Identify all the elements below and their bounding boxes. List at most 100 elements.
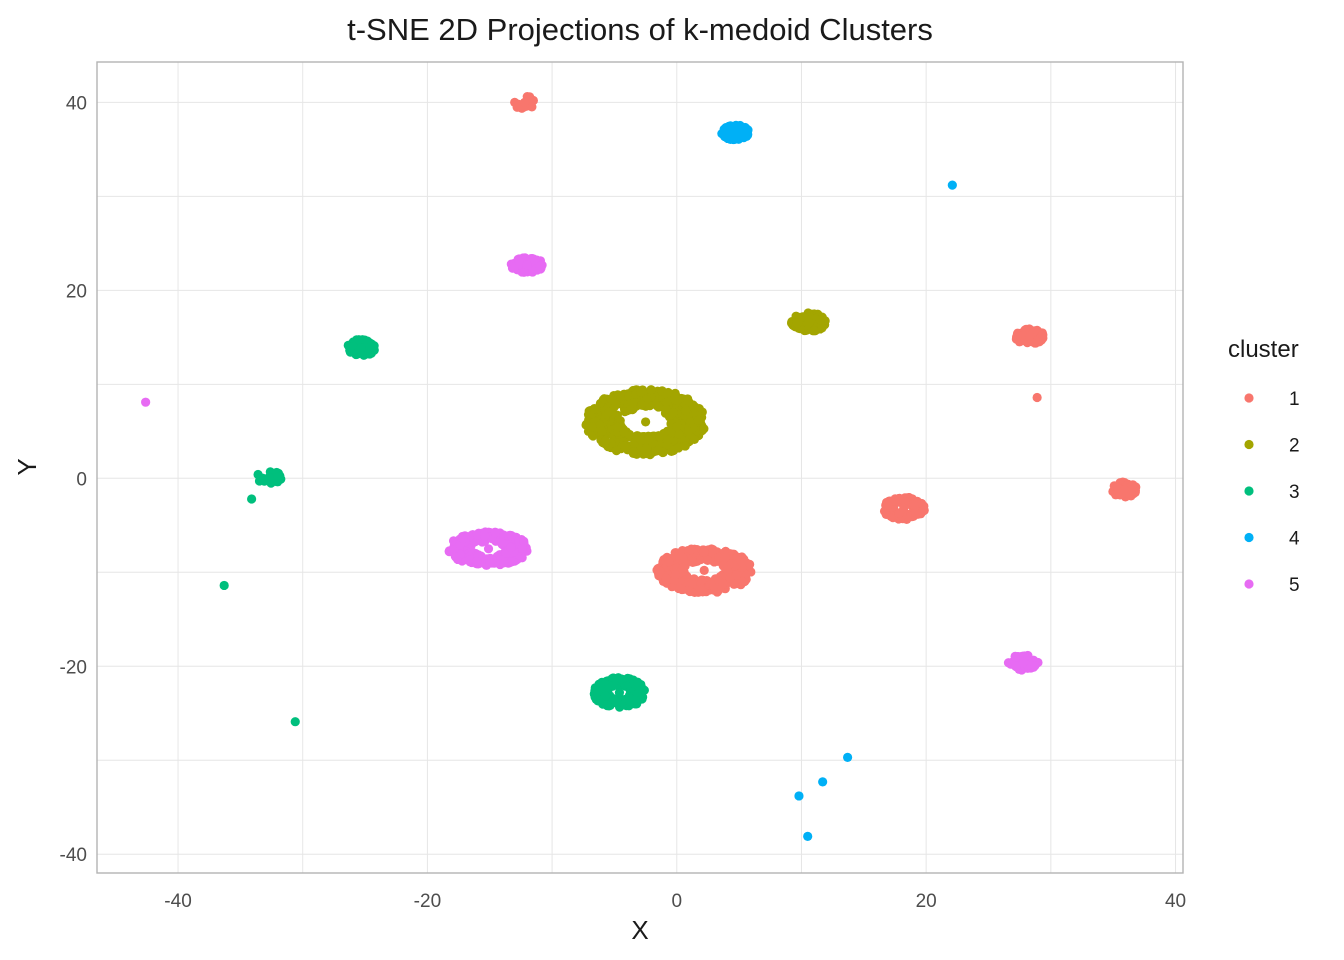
data-point-series-1 (1032, 392, 1042, 403)
legend-label-1: 1 (1289, 389, 1300, 410)
cluster-point-series-1 (677, 563, 688, 573)
cluster-point-series-2 (809, 325, 820, 336)
cluster-point-series-3 (601, 691, 611, 701)
cluster-point-series-2 (587, 421, 597, 432)
x-tick-label: 40 (1165, 891, 1186, 912)
cluster-point-series-5 (464, 555, 474, 565)
cluster-point-series-5 (519, 536, 529, 546)
cluster-point-series-5 (534, 261, 545, 271)
legend-key-1 (1244, 393, 1254, 403)
cluster-point-series-2 (670, 392, 680, 402)
cluster-point-series-2 (606, 394, 616, 404)
y-tick-label: 20 (66, 281, 87, 302)
legend-label-4: 4 (1289, 529, 1300, 550)
cluster-point-series-2 (635, 387, 646, 397)
y-tick-label: -20 (60, 657, 87, 678)
cluster-point-series-1 (729, 579, 739, 589)
cluster-point-series-3 (616, 674, 626, 684)
y-tick-label: 40 (66, 93, 87, 114)
data-point-series-5 (483, 544, 494, 554)
data-point-series-3 (290, 717, 300, 727)
cluster-point-series-3 (346, 342, 356, 352)
cluster-point-series-3 (256, 473, 267, 483)
cluster-point-series-2 (662, 435, 672, 446)
cluster-point-series-2 (620, 407, 630, 417)
cluster-point-series-1 (883, 500, 893, 510)
cluster-point-series-2 (797, 312, 808, 322)
cluster-point-series-1 (699, 547, 709, 557)
cluster-point-series-1 (737, 576, 747, 586)
cluster-point-series-2 (642, 443, 652, 453)
data-point-series-1 (1119, 484, 1129, 495)
cluster-point-series-1 (703, 555, 713, 566)
x-tick-label: 20 (916, 891, 937, 912)
cluster-point-series-2 (815, 315, 825, 325)
cluster-point-series-2 (653, 445, 663, 456)
cluster-point-series-1 (687, 578, 697, 588)
cluster-point-series-5 (1011, 652, 1021, 662)
data-point-series-2 (804, 317, 814, 327)
cluster-point-series-2 (604, 407, 614, 417)
cluster-point-series-2 (628, 398, 638, 408)
cluster-point-series-2 (689, 403, 699, 413)
cluster-point-series-2 (672, 422, 682, 432)
cluster-point-series-2 (628, 447, 638, 457)
x-tick-label: -20 (414, 891, 441, 912)
cluster-point-series-2 (663, 387, 673, 398)
cluster-point-series-2 (817, 323, 827, 333)
data-point-series-3 (264, 472, 274, 482)
data-point-series-4 (947, 180, 957, 190)
cluster-point-series-2 (683, 396, 693, 406)
cluster-point-series-5 (529, 255, 539, 265)
cluster-point-series-1 (697, 575, 707, 585)
cluster-point-series-1 (732, 552, 743, 562)
legend-items: 1 2 3 4 5 (1244, 389, 1300, 596)
cluster-point-series-5 (497, 538, 507, 548)
legend-label-2: 2 (1289, 436, 1300, 457)
cluster-point-series-1 (655, 566, 665, 577)
cluster-point-series-1 (919, 505, 929, 516)
cluster-point-series-1 (1037, 330, 1048, 340)
cluster-point-series-4 (720, 130, 730, 140)
grid-lines (97, 62, 1183, 873)
data-point-series-5 (522, 260, 532, 270)
cluster-point-series-3 (273, 472, 283, 482)
cluster-point-series-3 (354, 335, 364, 345)
cluster-point-series-2 (684, 426, 694, 436)
cluster-point-series-2 (597, 426, 607, 436)
cluster-point-series-3 (590, 686, 601, 696)
x-axis-title: X (631, 915, 648, 945)
x-tick-label: -40 (164, 891, 191, 912)
cluster-point-series-5 (485, 558, 495, 568)
cluster-point-series-2 (680, 441, 690, 451)
data-point-series-4 (794, 791, 804, 801)
cluster-point-series-2 (646, 385, 656, 395)
cluster-point-series-1 (718, 579, 728, 589)
legend-key-5 (1244, 579, 1254, 589)
data-point-series-3 (614, 687, 625, 698)
data-point-series-3 (247, 494, 257, 504)
data-point-series-1 (510, 97, 520, 108)
data-point-series-4 (730, 127, 740, 138)
data-point-series-5 (141, 397, 151, 407)
cluster-point-series-5 (472, 530, 482, 540)
data-point-series-1 (520, 97, 530, 108)
cluster-point-series-5 (480, 531, 490, 541)
data-point-series-3 (219, 580, 229, 591)
cluster-point-series-5 (507, 557, 517, 567)
data-point-series-1 (528, 95, 538, 106)
cluster-point-series-2 (681, 405, 691, 416)
cluster-point-series-1 (731, 570, 742, 580)
cluster-point-series-1 (1126, 485, 1137, 495)
legend-key-3 (1244, 486, 1254, 496)
cluster-point-series-2 (668, 408, 678, 418)
data-points (141, 92, 1141, 841)
cluster-point-series-2 (693, 415, 704, 426)
cluster-point-series-1 (664, 557, 674, 567)
cluster-point-series-5 (514, 256, 524, 266)
cluster-point-series-5 (472, 556, 482, 566)
cluster-point-series-1 (661, 573, 671, 584)
cluster-point-series-1 (714, 552, 724, 562)
legend-title: cluster (1228, 336, 1299, 363)
